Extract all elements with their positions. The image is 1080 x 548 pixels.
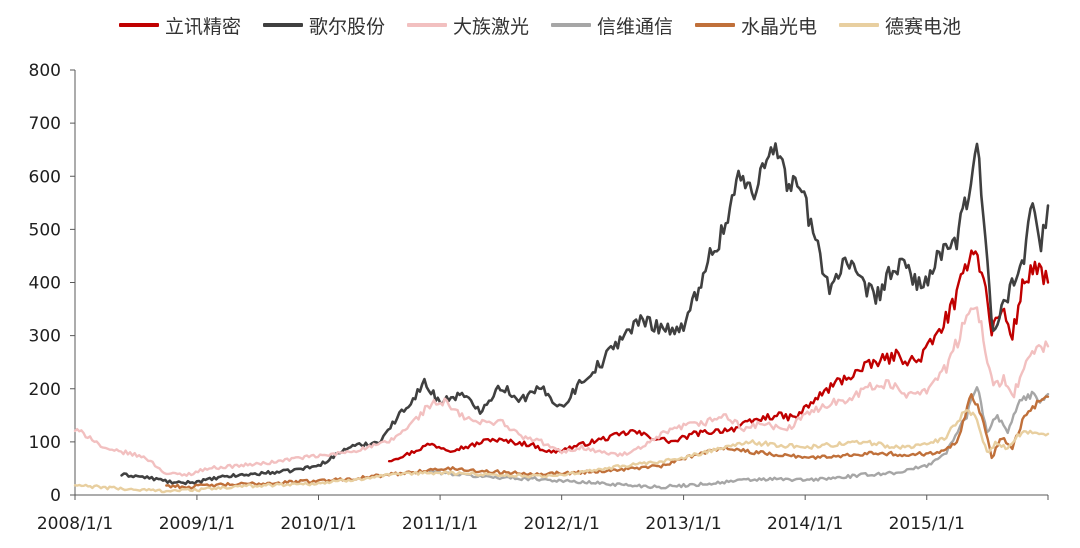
x-axis-tick-label: 2013/1/1 (645, 514, 721, 534)
legend-swatch (551, 23, 591, 27)
legend-item: 德赛电池 (839, 12, 961, 39)
legend-swatch (695, 23, 736, 27)
y-axis-tick-label: 200 (29, 380, 61, 400)
y-axis-tick-label: 400 (29, 274, 61, 294)
x-axis-tick-label: 2015/1/1 (889, 514, 965, 534)
series-line (428, 386, 1050, 490)
legend-item: 水晶光电 (695, 12, 817, 39)
x-axis-tick-label: 2011/1/1 (402, 514, 478, 534)
legend-item: 歌尔股份 (262, 12, 385, 39)
x-axis-tick-label: 2014/1/1 (767, 514, 843, 534)
legend-swatch (262, 23, 303, 27)
y-axis-tick-label: 800 (29, 61, 61, 81)
x-axis-tick-label: 2008/1/1 (37, 514, 113, 534)
y-axis-tick-label: 300 (29, 327, 61, 347)
legend-label: 信维通信 (597, 15, 674, 38)
y-axis-tick-label: 600 (29, 167, 61, 187)
legend-label: 歌尔股份 (308, 15, 385, 38)
legend-label: 水晶光电 (741, 15, 818, 38)
series-line (387, 249, 1050, 463)
legend-swatch (839, 23, 880, 27)
x-axis-tick-label: 2009/1/1 (159, 514, 235, 534)
series-line (73, 409, 1050, 494)
series-line (165, 393, 1050, 490)
legend-label: 立讯精密 (164, 15, 241, 38)
legend-item: 大族激光 (406, 12, 529, 39)
legend-item: 立讯精密 (118, 12, 241, 39)
series-line (73, 306, 1050, 477)
y-axis-tick-label: 100 (29, 433, 61, 453)
legend-swatch (406, 23, 447, 27)
series-line (120, 142, 1050, 486)
legend-item: 信维通信 (551, 12, 673, 39)
legend-swatch (118, 23, 159, 27)
legend-label: 大族激光 (452, 15, 529, 38)
x-axis-tick-label: 2012/1/1 (523, 514, 599, 534)
legend-label: 德赛电池 (885, 15, 962, 38)
y-axis-tick-label: 700 (29, 114, 61, 134)
chart-legend: 立讯精密 歌尔股份 大族激光 信维通信 水晶光电 德赛电池 (0, 10, 1080, 40)
y-axis-tick-label: 500 (29, 220, 61, 240)
x-axis-tick-label: 2010/1/1 (280, 514, 356, 534)
y-axis-tick-label: 0 (50, 486, 61, 506)
